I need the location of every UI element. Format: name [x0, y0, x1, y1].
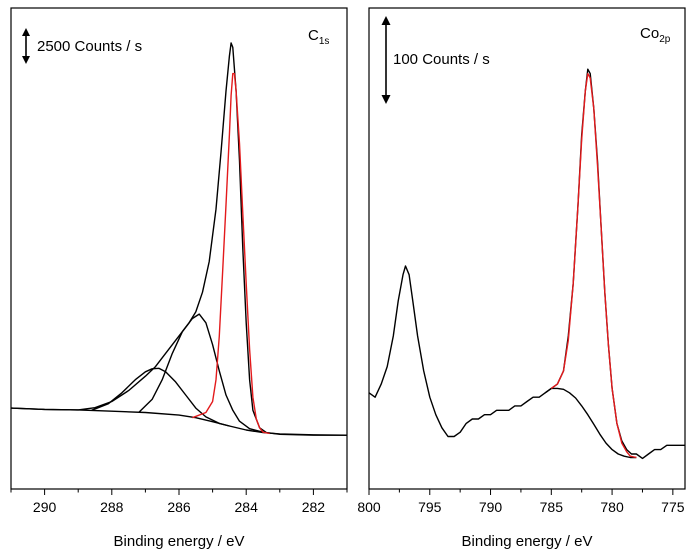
plot-area-co2p [368, 68, 685, 460]
series-line-co2p-1 [544, 387, 637, 459]
x-axis-title-c1s: Binding energy / eV [114, 533, 245, 550]
x-tick-label-co2p-2: 790 [479, 499, 503, 515]
x-tick-label-c1s-2: 286 [167, 499, 191, 515]
x-tick-label-co2p-4: 780 [600, 499, 624, 515]
series-line-c1s-1 [10, 407, 348, 436]
x-tick-label-co2p-0: 800 [357, 499, 381, 515]
scale-bar-label: 100 Counts / s [393, 51, 490, 68]
x-tick-label-c1s-0: 290 [33, 499, 57, 515]
x-tick-label-c1s-3: 284 [235, 499, 259, 515]
series-line-c1s-3 [138, 313, 264, 433]
x-tick-label-co2p-3: 785 [540, 499, 564, 515]
x-tick-label-co2p-1: 795 [418, 499, 442, 515]
scale-bar-label: 2500 Counts / s [37, 38, 142, 55]
x-axis-title-co2p: Binding energy / eV [462, 533, 593, 550]
x-tick-label-c1s-4: 282 [302, 499, 326, 515]
panel-co2p: 800 795 790 785 780 775 100 Counts / s Co2p B… [357, 7, 686, 550]
plot-frame-co2p [368, 7, 686, 490]
scale-bar-c1s: 2500 Counts / s [22, 28, 142, 64]
plot-frame-c1s [10, 7, 348, 490]
panel-c1s: 290 288 286 284 282 2500 Counts / s C1s Bind… [10, 7, 348, 550]
series-line-co2p-2 [550, 72, 637, 459]
series-line-c1s-0 [10, 42, 347, 436]
x-axis-co2p: 800 795 790 785 780 775 [357, 489, 685, 515]
series-line-co2p-0 [368, 68, 685, 460]
plot-area-c1s [10, 42, 348, 436]
x-axis-c1s: 290 288 286 284 282 [10, 489, 348, 515]
panel-label-co2p: Co2p [640, 25, 671, 45]
series-line-c1s-2 [91, 367, 230, 427]
x-tick-label-co2p-5: 775 [661, 499, 685, 515]
series-line-c1s-4 [192, 72, 270, 435]
scale-bar-co2p: 100 Counts / s [381, 16, 490, 104]
x-tick-label-c1s-1: 288 [100, 499, 124, 515]
panel-label-c1s: C1s [308, 27, 329, 47]
